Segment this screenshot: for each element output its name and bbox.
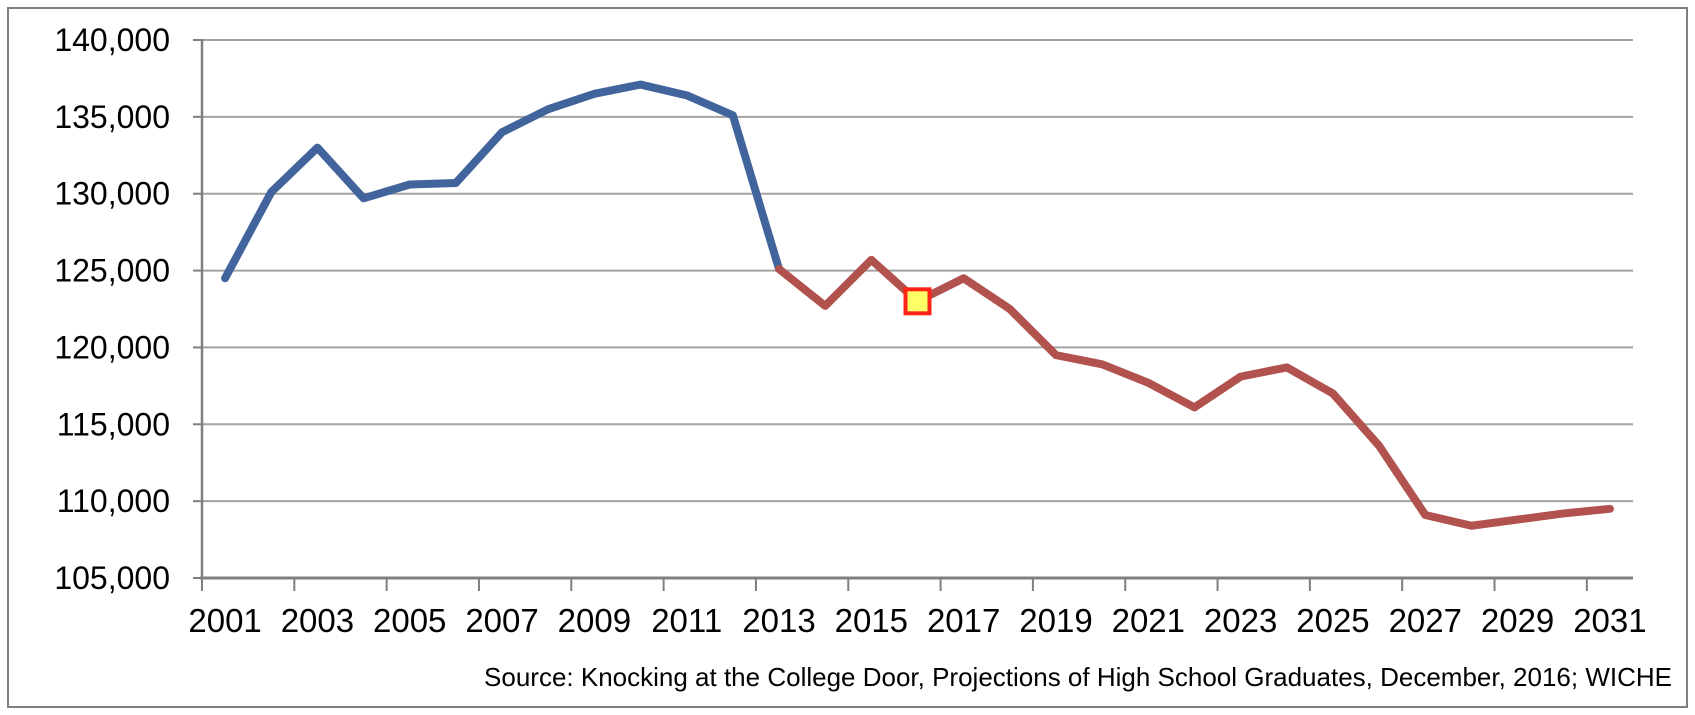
x-axis-label: 2009: [558, 602, 631, 639]
x-axis-label: 2017: [927, 602, 1000, 639]
y-axis-label: 140,000: [54, 22, 170, 58]
x-axis-label: 2003: [281, 602, 354, 639]
y-axis-label: 105,000: [54, 560, 170, 596]
x-axis-label: 2013: [742, 602, 815, 639]
x-axis-label: 2027: [1389, 602, 1462, 639]
y-axis-label: 110,000: [57, 483, 170, 519]
x-axis-label: 2001: [188, 602, 261, 639]
x-axis-label: 2005: [373, 602, 446, 639]
y-axis-label: 115,000: [57, 406, 170, 442]
y-axis-label: 120,000: [54, 329, 170, 365]
x-axis-label: 2023: [1204, 602, 1277, 639]
source-caption: Source: Knocking at the College Door, Pr…: [484, 662, 1672, 692]
chart-frame: [7, 7, 1688, 708]
x-axis-label: 2025: [1296, 602, 1369, 639]
x-axis-label: 2007: [465, 602, 538, 639]
x-axis-label: 2011: [651, 602, 722, 639]
highlight-marker-2016: [903, 287, 932, 316]
y-axis-label: 135,000: [54, 99, 170, 135]
x-axis-label: 2021: [1112, 602, 1185, 639]
y-axis-label: 130,000: [54, 176, 170, 212]
x-axis-label: 2029: [1481, 602, 1554, 639]
actual-line: [221, 80, 784, 283]
x-axis-label: 2015: [835, 602, 908, 639]
x-axis-label: 2019: [1019, 602, 1092, 639]
y-axis-label: 125,000: [54, 253, 170, 289]
x-axis-label: 2031: [1573, 602, 1646, 639]
